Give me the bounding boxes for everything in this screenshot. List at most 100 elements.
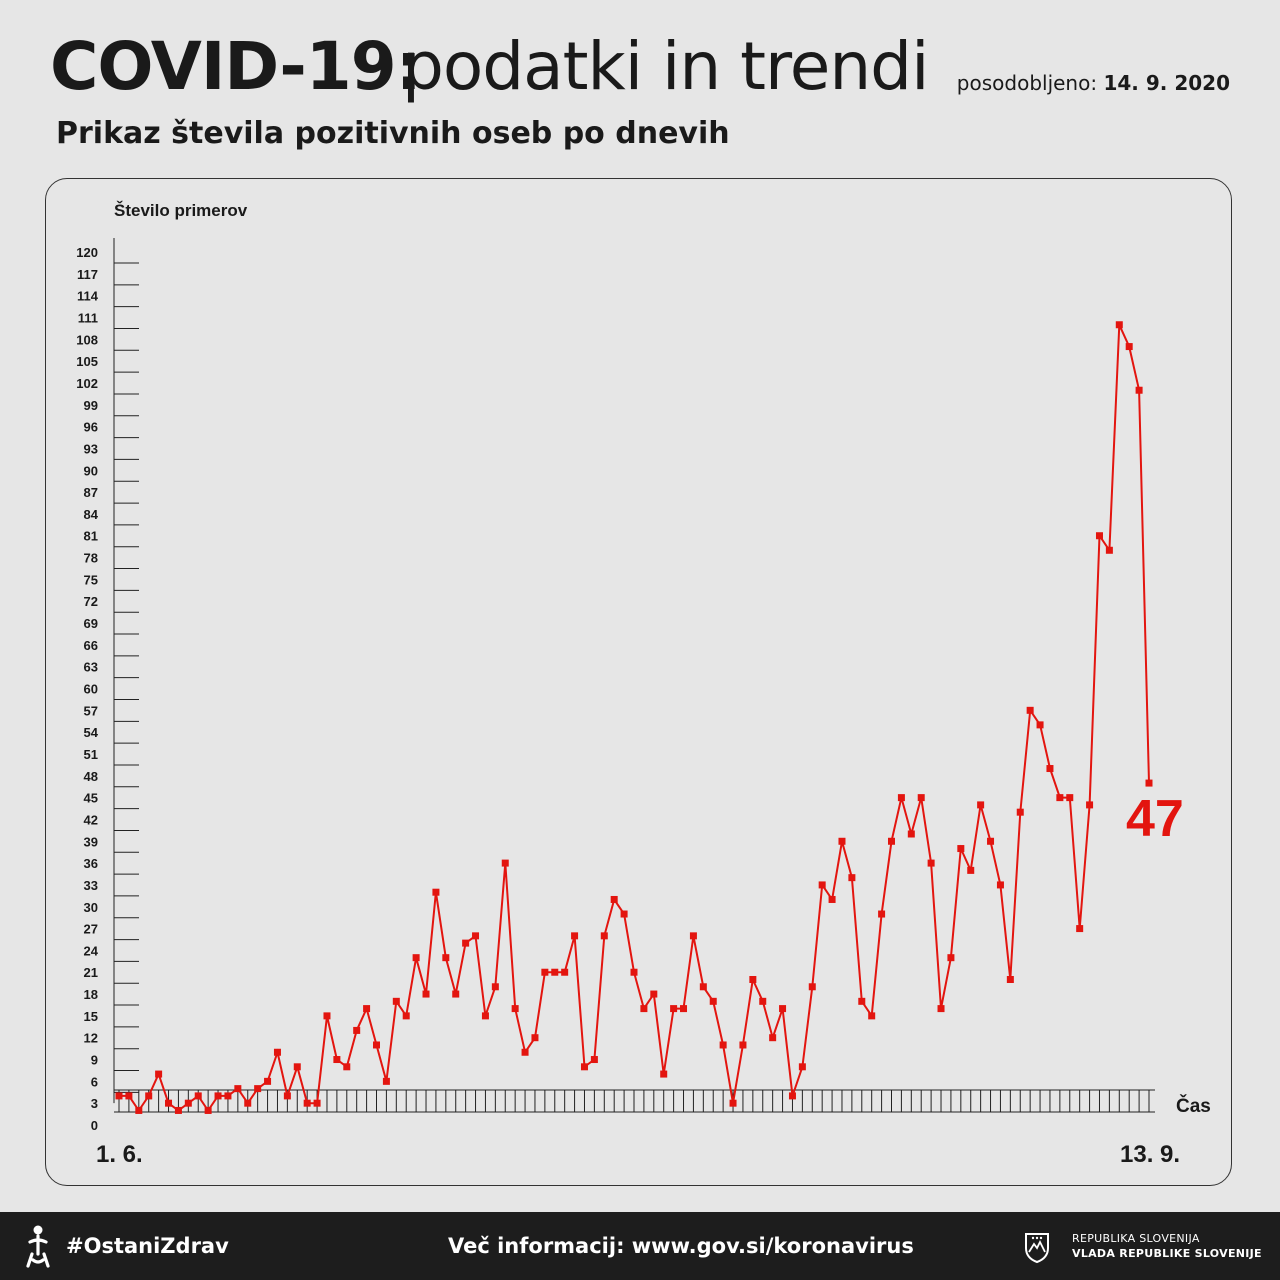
data-point (462, 939, 470, 947)
data-point (798, 1063, 806, 1071)
footer-more-info-link[interactable]: Več informacij: www.gov.si/koronavirus (448, 1234, 914, 1258)
data-point (1026, 706, 1034, 714)
data-point (1135, 386, 1143, 394)
data-point (699, 983, 707, 991)
ostanizdrav-logo-icon (26, 1225, 50, 1268)
y-tick-label: 33 (84, 878, 98, 893)
y-tick-label: 42 (84, 812, 98, 827)
data-point (184, 1099, 192, 1107)
data-point (660, 1070, 668, 1078)
y-tick-label: 6 (91, 1074, 98, 1089)
title-row: COVID-19: podatki in trendi posodobljeno… (50, 22, 1230, 112)
footer-gov-line2: VLADA REPUBLIKE SLOVENIJE (1072, 1247, 1262, 1260)
footer-hashtag: #OstaniZdrav (66, 1234, 229, 1258)
data-point (392, 997, 400, 1005)
data-point (412, 954, 420, 962)
data-point (273, 1048, 281, 1056)
page-title-bold: COVID-19: (50, 28, 422, 105)
data-point (620, 910, 628, 918)
data-point (1095, 532, 1103, 540)
data-point (907, 830, 915, 838)
data-point (689, 932, 697, 940)
x-axis-ticks (114, 1089, 1155, 1113)
data-point (808, 983, 816, 991)
data-point (610, 895, 618, 903)
data-point (779, 1005, 787, 1013)
data-point (402, 1012, 410, 1020)
data-point (590, 1056, 598, 1064)
updated-date: 14. 9. 2020 (1103, 71, 1230, 95)
data-point (897, 794, 905, 802)
data-point (1076, 925, 1084, 933)
y-tick-label: 51 (84, 747, 98, 762)
x-axis-label: Čas (1176, 1095, 1211, 1117)
y-tick-label: 90 (84, 463, 98, 478)
y-tick-label: 117 (77, 267, 98, 282)
y-tick-label: 99 (84, 398, 98, 413)
y-tick-label: 3 (91, 1096, 98, 1111)
y-tick-label: 75 (84, 572, 98, 587)
data-point (917, 794, 925, 802)
data-point (472, 932, 480, 940)
y-tick-label: 27 (84, 922, 98, 937)
data-point (1006, 976, 1014, 983)
y-axis-ticks: 0369121518212427303336394245485154576063… (76, 238, 139, 1133)
data-point (481, 1012, 489, 1020)
data-point (541, 968, 549, 976)
data-point (858, 997, 866, 1005)
y-tick-label: 84 (84, 507, 99, 522)
y-tick-label: 87 (84, 485, 98, 500)
data-point (848, 874, 856, 882)
data-point (353, 1026, 361, 1034)
y-tick-label: 48 (84, 769, 98, 784)
data-point (501, 859, 509, 867)
page-subtitle: Prikaz števila pozitivnih oseb po dnevih (56, 116, 730, 151)
data-point (214, 1092, 222, 1100)
page-title-light: podatki in trendi (402, 28, 929, 105)
data-point (521, 1048, 529, 1056)
data-point (967, 866, 975, 874)
data-point (769, 1034, 777, 1042)
data-point (323, 1012, 331, 1020)
data-point (888, 837, 895, 845)
data-point (165, 1099, 173, 1107)
y-tick-label: 39 (84, 834, 98, 849)
data-point (303, 1099, 311, 1107)
data-point (987, 837, 995, 845)
data-point (174, 1106, 182, 1114)
updated-label: posodobljeno: (956, 71, 1098, 95)
data-point (363, 1005, 371, 1013)
y-tick-label: 105 (76, 354, 98, 369)
data-point (283, 1092, 291, 1100)
data-point (343, 1063, 351, 1071)
footer-gov-line1: REPUBLIKA SLOVENIJA (1072, 1232, 1200, 1245)
y-tick-label: 120 (76, 245, 98, 260)
y-tick-label: 60 (84, 682, 98, 697)
data-point (491, 983, 499, 991)
data-point (650, 990, 658, 998)
data-point (551, 968, 559, 976)
data-point (927, 859, 935, 867)
data-point (1086, 801, 1094, 809)
data-point (749, 976, 757, 983)
x-start-label: 1. 6. (96, 1141, 143, 1168)
data-point (293, 1063, 301, 1071)
data-point (680, 1005, 688, 1013)
data-point (432, 888, 440, 896)
data-point (511, 1005, 519, 1013)
y-tick-label: 93 (84, 441, 98, 456)
data-point (739, 1041, 747, 1049)
y-tick-label: 72 (84, 594, 98, 609)
x-end-label: 13. 9. (1120, 1141, 1180, 1168)
y-axis-label: Število primerov (114, 201, 248, 220)
data-point (224, 1092, 232, 1100)
y-tick-label: 108 (76, 332, 98, 347)
data-point (382, 1077, 390, 1085)
series-line (119, 324, 1150, 1113)
data-point (878, 910, 886, 918)
data-point (1036, 721, 1044, 729)
series-cases (115, 321, 1153, 1114)
y-tick-label: 78 (84, 551, 98, 566)
data-point (788, 1092, 796, 1100)
y-tick-label: 54 (84, 725, 99, 740)
